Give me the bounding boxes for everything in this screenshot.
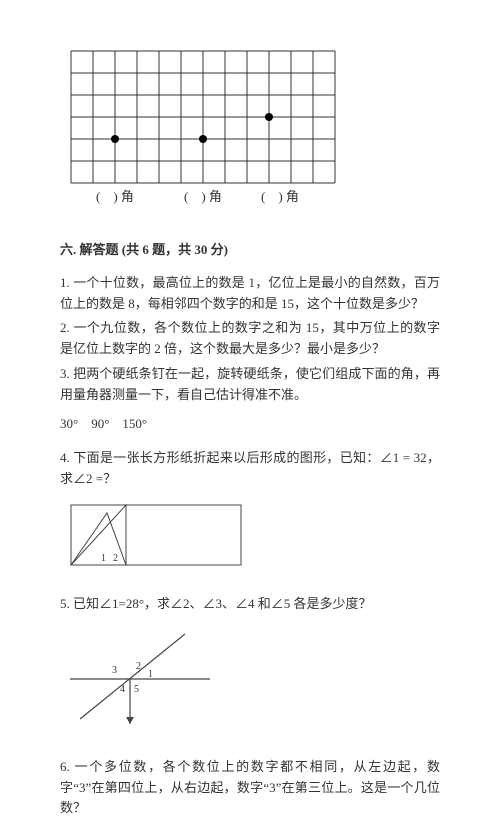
svg-text:3: 3 — [112, 665, 117, 676]
fold-rectangle-figure: 12 — [70, 504, 440, 574]
intersecting-angles-figure: 3 2 451 — [70, 629, 440, 729]
section-title-text: 解答题 — [80, 242, 119, 257]
svg-text:2: 2 — [113, 553, 118, 564]
fold-svg: 12 — [70, 504, 242, 574]
svg-text:( ) 角: ( ) 角 — [96, 189, 134, 204]
question-1: 1. 一个十位数，最高位上的数是 1，亿位上是最小的自然数，百万位上的数是 8，… — [60, 273, 440, 315]
svg-text:2: 2 — [136, 661, 141, 672]
svg-text:( ) 角: ( ) 角 — [184, 189, 222, 204]
angle-grid-figure: ( ) 角 ( ) 角 ( ) 角 — [70, 50, 440, 210]
section-summary: (共 6 题，共 30 分) — [122, 242, 228, 257]
svg-text:1: 1 — [101, 553, 106, 564]
section-six-header: 六. 解答题 (共 6 题，共 30 分) — [60, 240, 440, 261]
question-2: 2. 一个九位数，各个数位上的数字之和为 15，其中万位上的数字是亿位上数字的 … — [60, 318, 440, 360]
grid-svg: ( ) 角 ( ) 角 ( ) 角 — [70, 50, 336, 210]
svg-text:5: 5 — [134, 684, 139, 695]
angles-svg: 3 2 451 — [70, 629, 210, 729]
question-4: 4. 下面是一张长方形纸折起来以后形成的图形，已知：∠1 = 32，求∠2 =？ — [60, 448, 440, 490]
question-5: 5. 已知∠1=28°，求∠2、∠3、∠4 和∠5 各是多少度？ — [60, 594, 440, 615]
svg-text:( ) 角: ( ) 角 — [261, 189, 299, 204]
section-number: 六. — [60, 242, 76, 257]
question-3-angles: 30° 90° 150° — [60, 414, 440, 435]
svg-text:4: 4 — [120, 684, 125, 695]
question-3: 3. 把两个硬纸条钉在一起，旋转硬纸条，使它们组成下面的角，再用量角器测量一下，… — [60, 364, 440, 406]
svg-text:1: 1 — [148, 669, 153, 680]
question-6: 6. 一个多位数，各个数位上的数字都不相同，从左边起，数字“3”在第四位上，从右… — [60, 757, 440, 819]
